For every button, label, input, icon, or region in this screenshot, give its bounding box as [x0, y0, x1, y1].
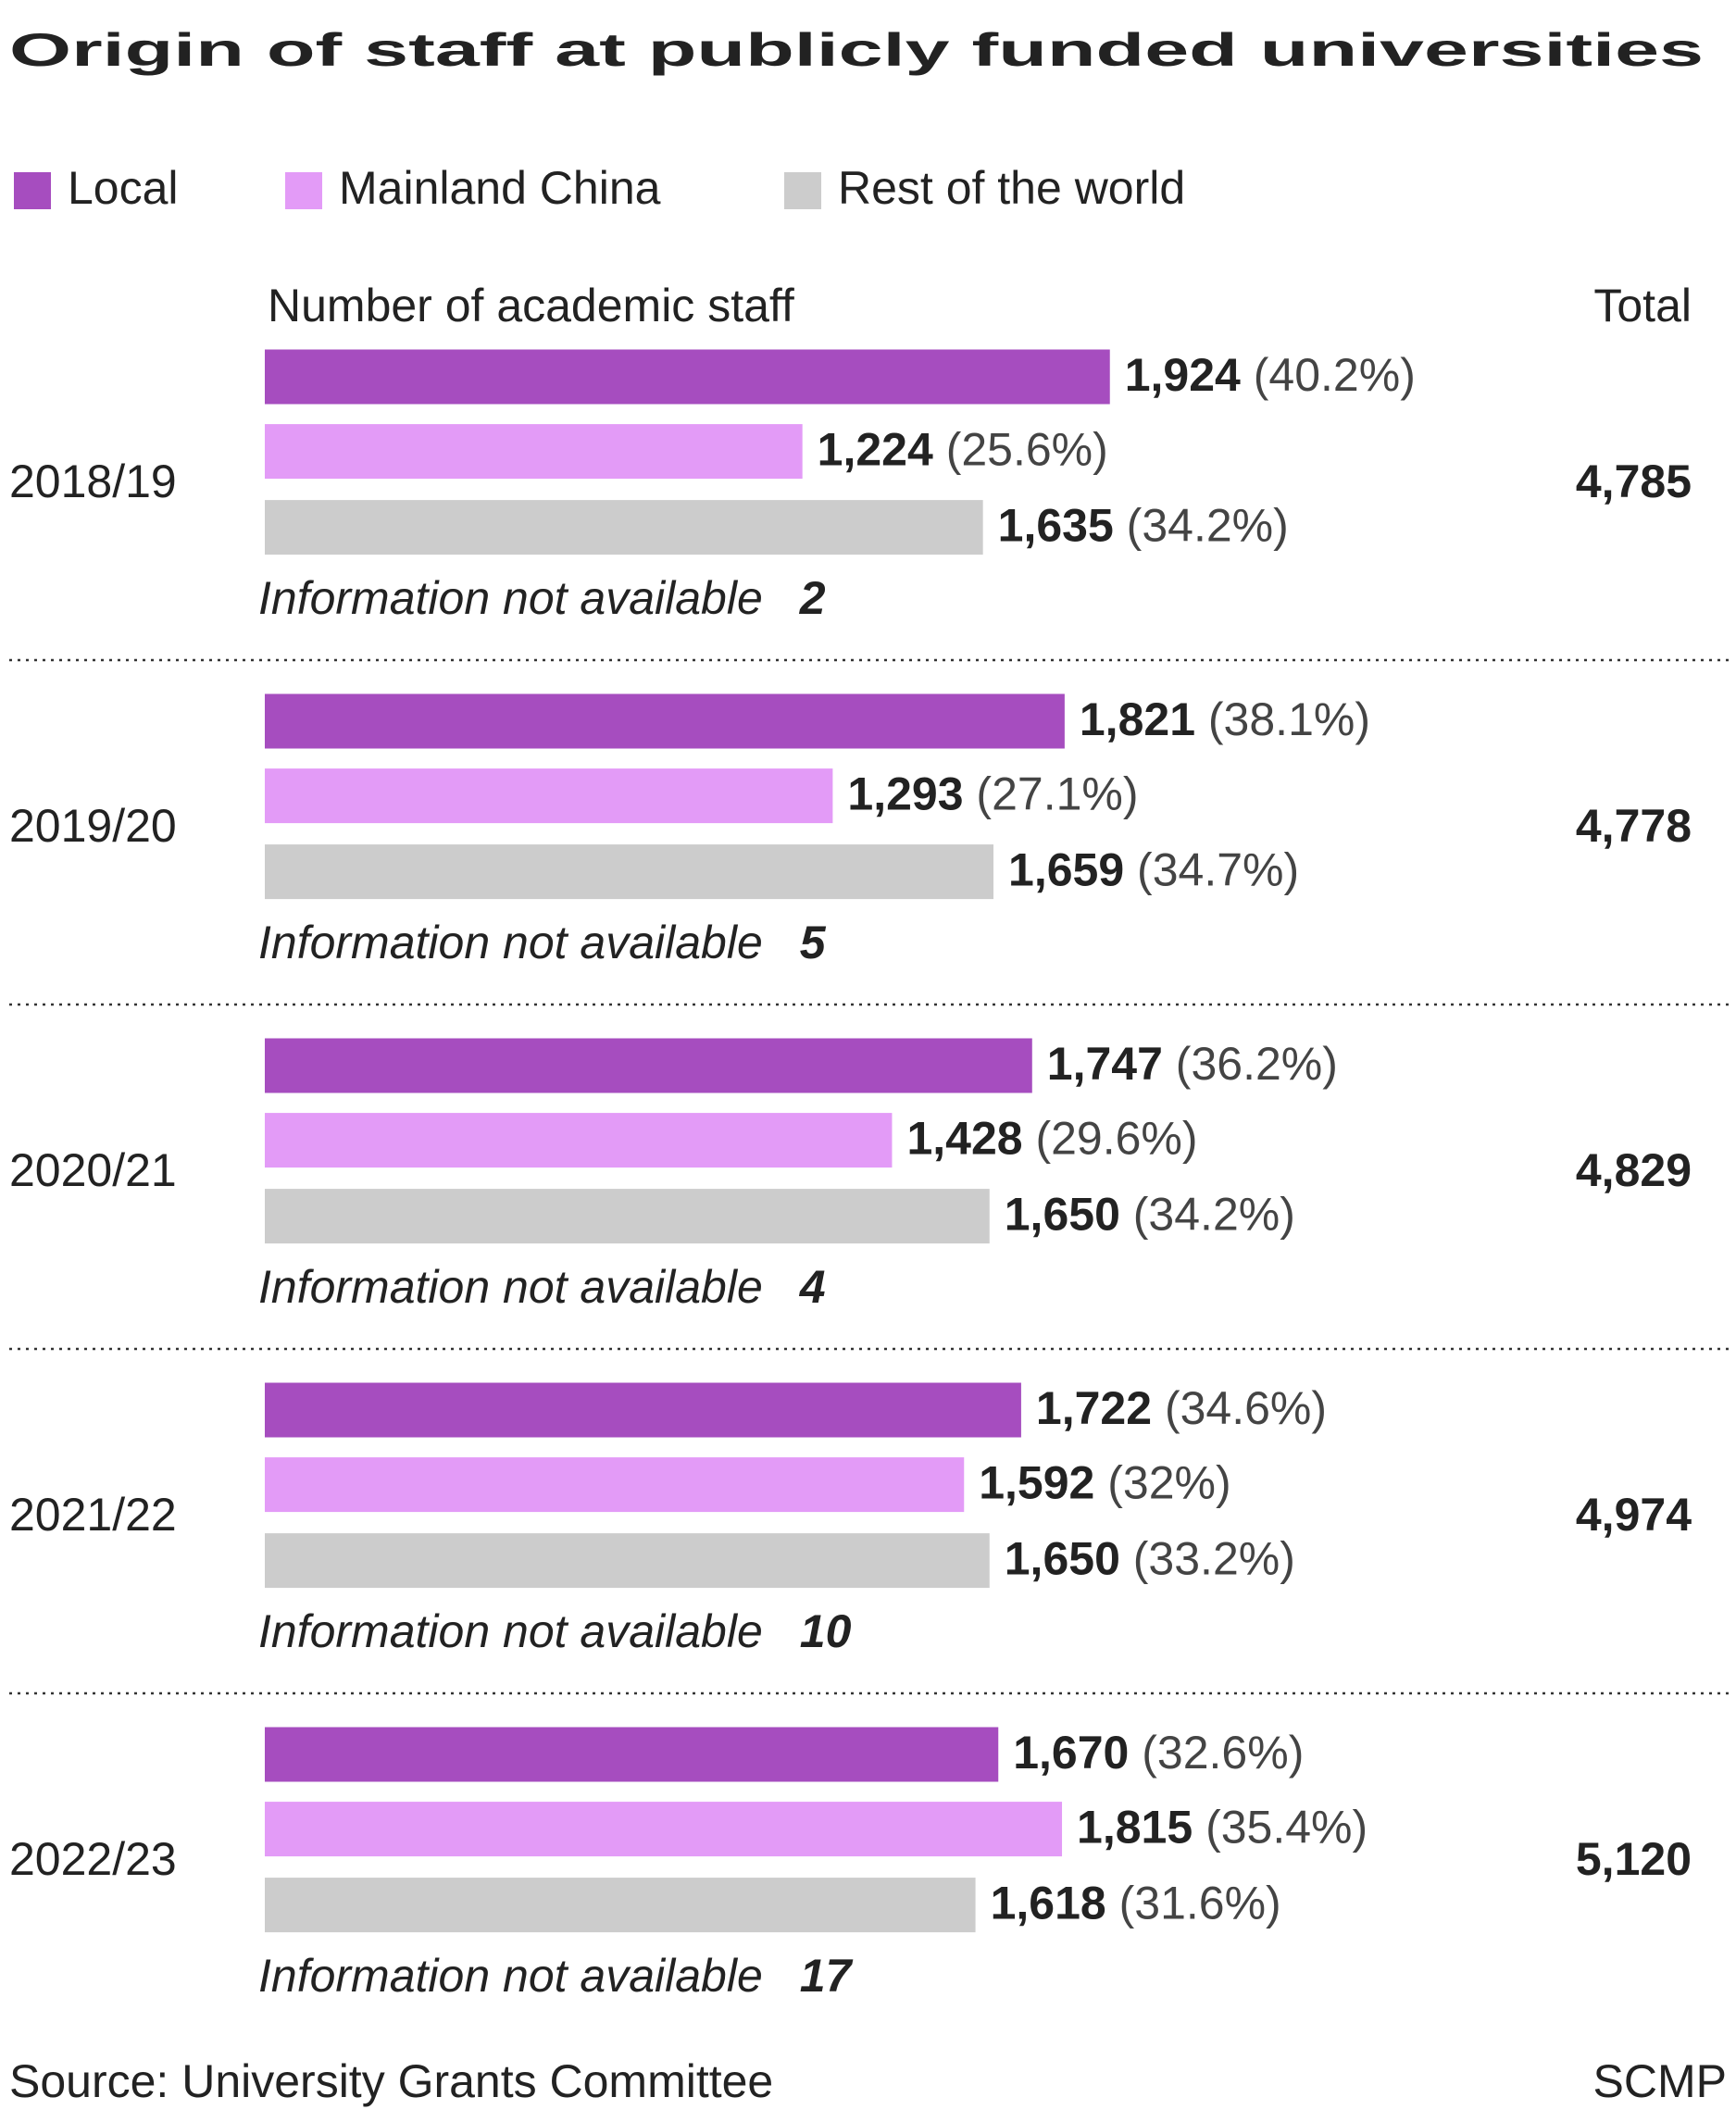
value-label: 1,592: [979, 1457, 1094, 1509]
category-label: 2018/19: [9, 456, 177, 507]
bar: [265, 768, 833, 824]
na-count: 10: [800, 1605, 852, 1657]
data-label: 1,618 (31.6%): [991, 1878, 1281, 1929]
bar: [265, 500, 983, 555]
category-label: 2022/23: [9, 1833, 177, 1885]
na-note: Information not available 17: [258, 1950, 854, 2002]
data-label: 1,224 (25.6%): [818, 424, 1108, 476]
bar: [265, 1189, 990, 1244]
na-count: 2: [799, 572, 826, 624]
data-label: 1,592 (32%): [979, 1457, 1230, 1509]
na-label: Information not available: [258, 917, 763, 968]
value-label: 1,650: [1005, 1189, 1120, 1241]
data-label: 1,815 (35.4%): [1077, 1802, 1368, 1854]
na-label: Information not available: [258, 1950, 763, 2002]
share-label: (33.2%): [1133, 1533, 1295, 1585]
na-label: Information not available: [258, 1261, 763, 1313]
value-label: 1,618: [991, 1878, 1106, 1929]
bar: [265, 1878, 976, 1933]
share-label: (40.2%): [1254, 349, 1416, 401]
legend-swatch: [784, 172, 821, 209]
share-label: (38.1%): [1208, 693, 1370, 745]
share-label: (36.2%): [1176, 1038, 1338, 1090]
na-note: Information not available 10: [258, 1605, 852, 1657]
bar: [265, 1533, 990, 1589]
value-label: 1,821: [1080, 693, 1195, 745]
na-note: Information not available 4: [258, 1261, 826, 1313]
value-label: 1,224: [818, 424, 933, 476]
legend-swatch: [14, 172, 51, 209]
bar: [265, 693, 1065, 749]
share-label: (29.6%): [1035, 1113, 1197, 1165]
total-label: 4,778: [1576, 800, 1692, 852]
share-label: (34.7%): [1137, 844, 1299, 896]
value-label: 1,650: [1005, 1533, 1120, 1585]
na-label: Information not available: [258, 572, 763, 624]
category-label: 2021/22: [9, 1489, 177, 1541]
total-header: Total: [1593, 280, 1692, 331]
share-label: (27.1%): [976, 768, 1138, 820]
data-label: 1,821 (38.1%): [1080, 693, 1370, 745]
na-note: Information not available 2: [258, 572, 826, 624]
total-label: 5,120: [1576, 1833, 1692, 1885]
value-label: 1,815: [1077, 1802, 1193, 1854]
share-label: (34.2%): [1127, 500, 1289, 552]
value-label: 1,747: [1047, 1038, 1163, 1090]
share-label: (34.6%): [1165, 1382, 1327, 1434]
total-label: 4,829: [1576, 1144, 1692, 1196]
value-label: 1,659: [1008, 844, 1124, 896]
legend-label: Rest of the world: [838, 162, 1185, 214]
na-count: 5: [800, 917, 827, 968]
chart-title: Origin of staff at publicly funded unive…: [9, 24, 1704, 76]
legend-label: Local: [68, 162, 179, 214]
bar: [265, 1457, 965, 1513]
bar: [265, 844, 994, 900]
legend-swatch: [285, 172, 322, 209]
bar: [265, 1113, 893, 1168]
value-label: 1,635: [998, 500, 1114, 552]
na-label: Information not available: [258, 1605, 763, 1657]
total-label: 4,785: [1576, 456, 1692, 507]
share-label: (25.6%): [946, 424, 1108, 476]
credit: SCMP: [1593, 2055, 1727, 2107]
data-label: 1,650 (33.2%): [1005, 1533, 1295, 1585]
bar: [265, 1727, 999, 1782]
share-label: (34.2%): [1133, 1189, 1295, 1241]
category-label: 2020/21: [9, 1144, 177, 1196]
value-label: 1,293: [847, 768, 963, 820]
data-label: 1,293 (27.1%): [847, 768, 1138, 820]
data-label: 1,747 (36.2%): [1047, 1038, 1338, 1090]
legend-label: Mainland China: [339, 162, 661, 214]
bar: [265, 1382, 1021, 1438]
value-label: 1,670: [1013, 1727, 1129, 1779]
data-label: 1,428 (29.6%): [906, 1113, 1197, 1165]
value-label: 1,428: [906, 1113, 1022, 1165]
category-label: 2019/20: [9, 800, 177, 852]
na-count: 17: [800, 1950, 854, 2002]
source: Source: University Grants Committee: [9, 2055, 773, 2107]
data-label: 1,722 (34.6%): [1036, 1382, 1327, 1434]
data-label: 1,924 (40.2%): [1125, 349, 1416, 401]
value-label: 1,722: [1036, 1382, 1152, 1434]
bar: [265, 1038, 1032, 1093]
bar: [265, 424, 803, 480]
share-label: (35.4%): [1205, 1802, 1368, 1854]
share-label: (32%): [1107, 1457, 1230, 1509]
data-label: 1,659 (34.7%): [1008, 844, 1299, 896]
total-label: 4,974: [1576, 1489, 1692, 1541]
share-label: (31.6%): [1119, 1878, 1281, 1929]
data-label: 1,650 (34.2%): [1005, 1189, 1295, 1241]
na-count: 4: [799, 1261, 826, 1313]
bar: [265, 1802, 1063, 1857]
data-label: 1,670 (32.6%): [1013, 1727, 1304, 1779]
bar: [265, 349, 1110, 405]
share-label: (32.6%): [1142, 1727, 1304, 1779]
axis-label: Number of academic staff: [268, 280, 794, 331]
na-note: Information not available 5: [258, 917, 827, 968]
value-label: 1,924: [1125, 349, 1241, 401]
data-label: 1,635 (34.2%): [998, 500, 1289, 552]
